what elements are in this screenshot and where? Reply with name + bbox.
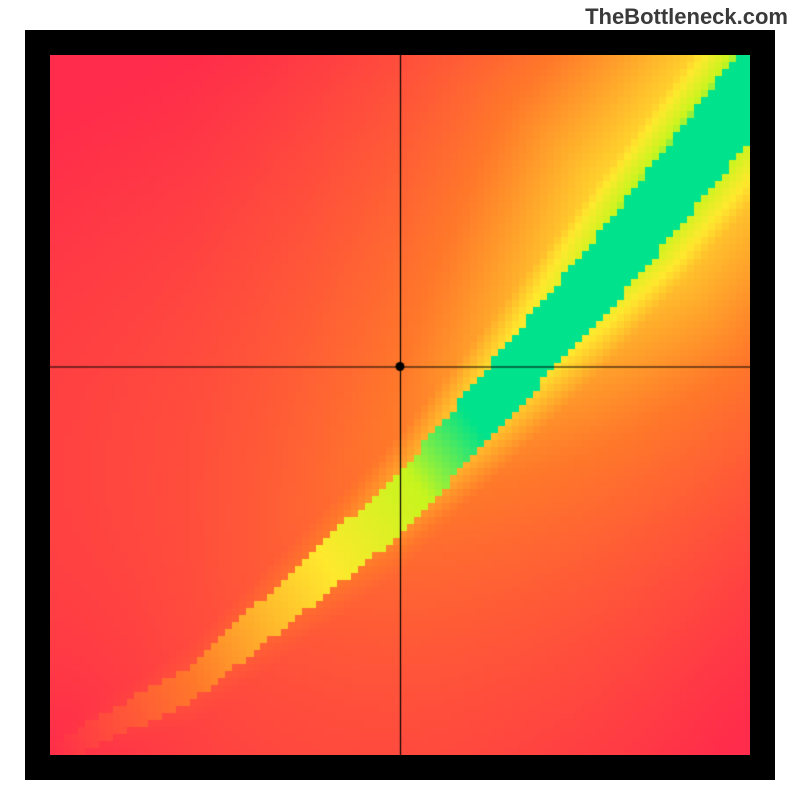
watermark-text: TheBottleneck.com [585,4,788,30]
crosshair-overlay [50,55,750,755]
plot-frame [25,30,775,780]
